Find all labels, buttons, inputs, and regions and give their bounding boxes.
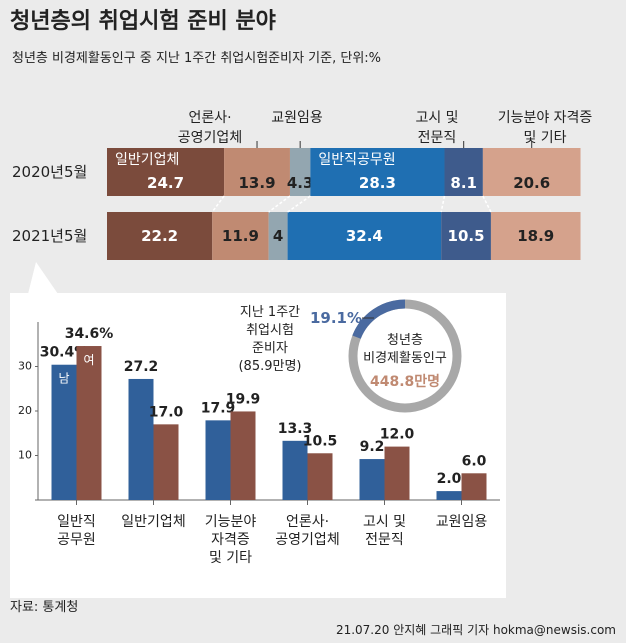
- bar: [461, 473, 487, 500]
- x-tick-label: 일반기업체: [121, 514, 185, 530]
- value-label: 10.5: [303, 433, 338, 449]
- source: 자료: 통계청: [10, 600, 78, 615]
- connector: [268, 195, 291, 213]
- value-label: 18.9: [517, 227, 554, 245]
- bar-segment: [224, 148, 290, 196]
- panel-pointer: [28, 262, 58, 294]
- bar: [205, 420, 231, 500]
- bar: [153, 424, 179, 500]
- value-label: 24.7: [147, 174, 184, 192]
- y-tick-label: 10: [18, 449, 32, 462]
- bar-segment: [107, 212, 213, 260]
- donut-center-value: 448.8만명: [370, 373, 440, 390]
- bar: [384, 446, 410, 500]
- y-tick-label: 30: [18, 360, 32, 373]
- connector: [440, 195, 446, 213]
- donut-center-label: 청년층 비경제활동인구: [363, 333, 447, 366]
- row-label: 2020년5월: [12, 163, 87, 181]
- bar-segment: [212, 212, 269, 260]
- bar-segment: [444, 148, 483, 196]
- value-label: 17.0: [149, 404, 184, 420]
- bar: [51, 364, 77, 500]
- donut-label: 지난 1주간 취업시험 준비자 (85.9만명): [238, 305, 301, 374]
- value-label: 28.3: [359, 174, 396, 192]
- legend-label: 기능분야 자격증 및 기타: [498, 110, 593, 146]
- value-label: 13.9: [239, 174, 276, 192]
- bar-segment: [287, 212, 442, 260]
- bar-segment: [310, 148, 445, 196]
- value-label: 13.3: [278, 421, 313, 437]
- subtitle: 청년층 비경제활동인구 중 지난 1주간 취업시험준비자 기준, 단위:%: [12, 51, 381, 66]
- x-tick-label: 교원임용: [436, 514, 488, 530]
- bar-segment: [441, 212, 491, 260]
- value-label: 27.2: [124, 359, 159, 375]
- bar: [359, 459, 385, 500]
- bar: [230, 411, 256, 500]
- bar-segment: [107, 148, 225, 196]
- x-tick-label: 언론사· 공영기업체: [275, 514, 339, 548]
- x-tick-label: 고시 및 전문직: [363, 514, 406, 548]
- value-label: 17.9: [201, 400, 236, 416]
- legend-label: 고시 및 전문직: [415, 110, 458, 146]
- bar: [282, 440, 308, 500]
- bar-segment: [490, 212, 581, 260]
- donut-slice: [352, 299, 406, 339]
- credit: 21.07.20 안지혜 그래픽 기자 hokma@newsis.com: [336, 623, 616, 637]
- connector: [482, 195, 492, 213]
- value-label: 12.0: [380, 427, 415, 443]
- value-label: 6.0: [462, 453, 487, 469]
- value-label: 8.1: [450, 174, 477, 192]
- series-label: 남: [58, 371, 69, 385]
- value-label: 19.9: [226, 391, 261, 407]
- value-label: 22.2: [141, 227, 178, 245]
- value-label: 10.5: [448, 227, 485, 245]
- value-label: 2.0: [437, 471, 462, 487]
- bar-segment: [482, 148, 581, 196]
- bar-segment: [268, 212, 288, 260]
- connector: [287, 195, 311, 213]
- bar: [307, 453, 333, 500]
- bar: [76, 346, 102, 500]
- title: 청년층의 취업시험 준비 분야: [10, 8, 276, 34]
- series-label: 여: [83, 353, 94, 367]
- connector: [211, 195, 225, 213]
- value-label: 4.3: [287, 174, 314, 192]
- donut-value: 19.1%: [310, 309, 362, 327]
- y-tick-label: 20: [18, 404, 32, 417]
- bar-segment: [289, 148, 311, 196]
- bar: [128, 378, 154, 500]
- x-tick-label: 기능분야 자격증 및 기타: [205, 514, 257, 566]
- value-label: 34.6%: [65, 326, 114, 342]
- legend-label: 일반직공무원: [318, 152, 395, 168]
- value-label: 9.2: [360, 439, 385, 455]
- legend-label: 일반기업체: [115, 152, 179, 168]
- legend-label: 교원임용: [271, 110, 323, 126]
- value-label: 11.9: [222, 227, 259, 245]
- value-label: 20.6: [513, 174, 550, 192]
- value-label: 32.4: [346, 227, 383, 245]
- value-label: 4: [273, 227, 283, 245]
- x-tick-label: 일반직 공무원: [57, 514, 96, 548]
- value-label: 30.4%: [40, 345, 89, 361]
- bar: [436, 491, 462, 500]
- legend-label: 언론사· 공영기업체: [178, 110, 242, 146]
- row-label: 2021년5월: [12, 227, 87, 245]
